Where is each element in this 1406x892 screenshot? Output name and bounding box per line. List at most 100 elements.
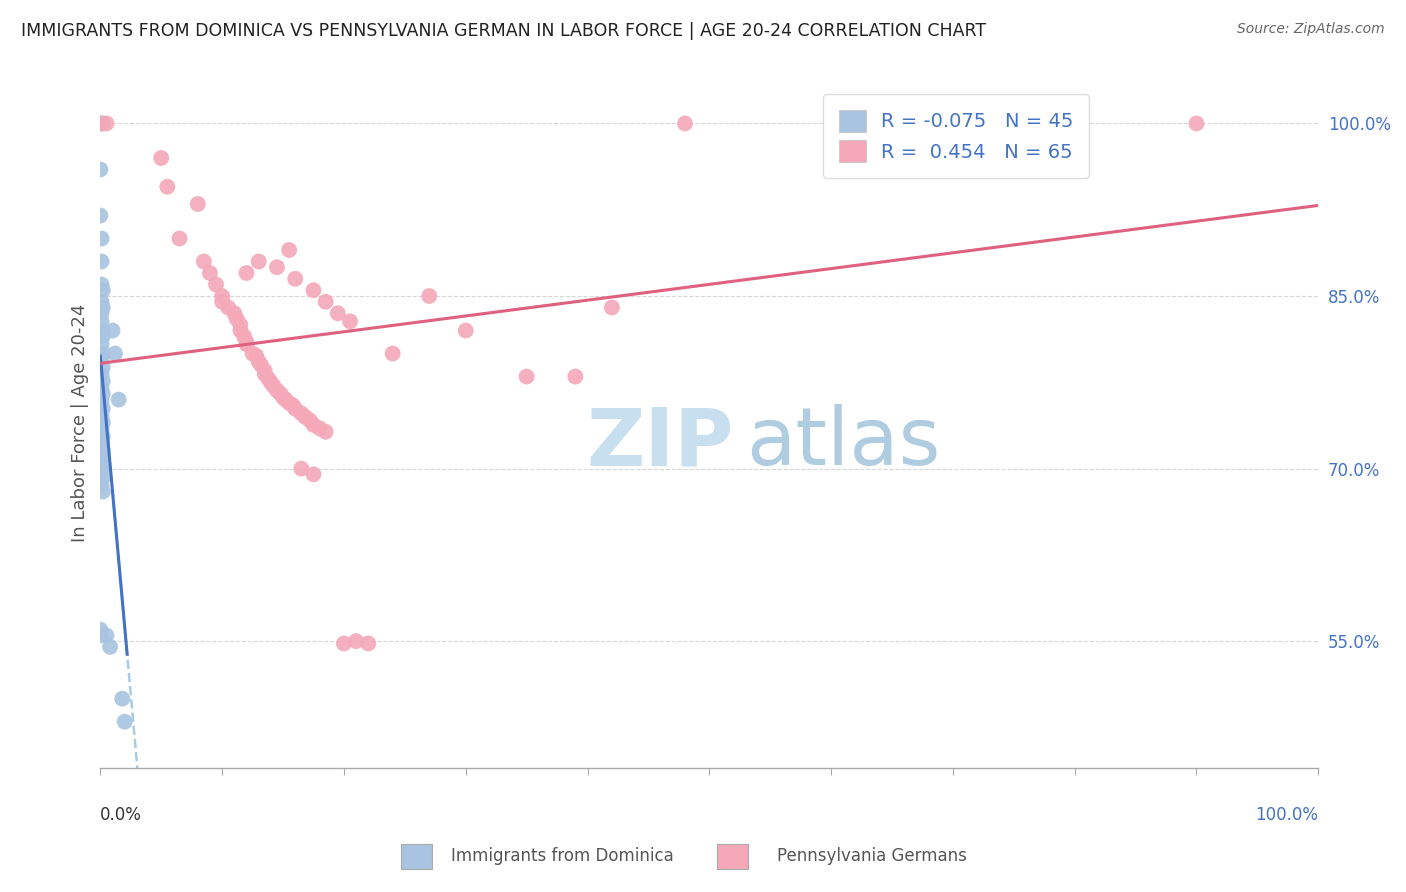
Point xyxy=(274,392,297,407)
Point xyxy=(96,116,118,130)
Point xyxy=(281,398,304,412)
Point xyxy=(90,277,112,292)
Point xyxy=(262,378,284,392)
Point xyxy=(290,461,312,475)
Point xyxy=(290,406,312,420)
Point xyxy=(270,386,292,401)
Point xyxy=(333,636,356,650)
Y-axis label: In Labor Force | Age 20-24: In Labor Force | Age 20-24 xyxy=(72,303,89,541)
Point xyxy=(266,260,288,275)
Point xyxy=(250,358,273,372)
Point xyxy=(193,254,215,268)
Point xyxy=(91,471,114,485)
Point xyxy=(326,306,349,320)
Point xyxy=(187,197,209,211)
Point xyxy=(91,457,114,471)
Point xyxy=(156,179,179,194)
Point xyxy=(217,301,239,315)
Point xyxy=(229,324,252,338)
Point xyxy=(89,162,111,177)
Point xyxy=(107,392,129,407)
Text: IMMIGRANTS FROM DOMINICA VS PENNSYLVANIA GERMAN IN LABOR FORCE | AGE 20-24 CORRE: IMMIGRANTS FROM DOMINICA VS PENNSYLVANIA… xyxy=(21,22,986,40)
Point xyxy=(516,369,538,384)
Point xyxy=(302,283,325,297)
Point xyxy=(114,714,136,729)
Point xyxy=(198,266,221,280)
Point xyxy=(229,318,252,332)
Point xyxy=(98,640,121,654)
Point xyxy=(418,289,440,303)
Point xyxy=(294,409,316,424)
Text: Pennsylvania Germans: Pennsylvania Germans xyxy=(776,847,967,865)
Point xyxy=(91,283,114,297)
Point xyxy=(89,116,111,130)
Point xyxy=(253,364,276,378)
Point xyxy=(104,346,127,360)
Point xyxy=(454,324,477,338)
Text: 0.0%: 0.0% xyxy=(100,805,142,823)
Point xyxy=(211,294,233,309)
Point xyxy=(302,417,325,432)
Point xyxy=(247,354,270,368)
Point xyxy=(90,450,112,464)
Point xyxy=(673,116,696,130)
Legend: R = -0.075   N = 45, R =  0.454   N = 65: R = -0.075 N = 45, R = 0.454 N = 65 xyxy=(823,94,1090,178)
Point xyxy=(91,329,114,343)
Point xyxy=(90,477,112,491)
Point xyxy=(257,372,280,386)
Point xyxy=(90,231,112,245)
Point xyxy=(278,396,301,410)
Point xyxy=(1185,116,1208,130)
Point xyxy=(235,266,257,280)
Point xyxy=(101,324,124,338)
Point xyxy=(91,416,114,430)
Point xyxy=(315,294,337,309)
Point xyxy=(89,628,111,642)
Point xyxy=(91,484,114,499)
Point xyxy=(91,374,114,388)
Point xyxy=(111,691,134,706)
Point xyxy=(564,369,586,384)
Text: ZIP: ZIP xyxy=(586,404,734,483)
Point xyxy=(91,301,114,315)
Point xyxy=(284,401,307,416)
Point xyxy=(302,467,325,482)
Point xyxy=(89,623,111,637)
Text: Source: ZipAtlas.com: Source: ZipAtlas.com xyxy=(1237,22,1385,37)
Point xyxy=(89,209,111,223)
Point xyxy=(235,337,257,351)
Point xyxy=(91,443,114,458)
Text: Immigrants from Dominica: Immigrants from Dominica xyxy=(451,847,673,865)
Point xyxy=(225,312,247,326)
Point xyxy=(245,349,267,363)
Point xyxy=(90,409,112,423)
Point xyxy=(90,368,112,382)
Point xyxy=(91,346,114,360)
Point xyxy=(260,376,283,390)
Point xyxy=(90,464,112,478)
Point xyxy=(90,422,112,436)
Point xyxy=(247,254,270,268)
Point xyxy=(357,636,380,650)
Point xyxy=(600,301,623,315)
Point xyxy=(211,289,233,303)
Point xyxy=(278,243,301,257)
Point xyxy=(90,436,112,450)
Point xyxy=(91,429,114,443)
Point xyxy=(235,334,257,349)
Point xyxy=(90,337,112,351)
Point xyxy=(91,360,114,375)
Point xyxy=(90,306,112,320)
Point xyxy=(284,272,307,286)
Point xyxy=(90,352,112,367)
Text: 100.0%: 100.0% xyxy=(1256,805,1319,823)
Point xyxy=(381,346,404,360)
Point xyxy=(820,116,842,130)
Point xyxy=(308,421,330,435)
Text: atlas: atlas xyxy=(745,404,941,483)
Point xyxy=(339,314,361,328)
Point xyxy=(96,628,118,642)
Point xyxy=(89,116,111,130)
Point xyxy=(90,395,112,409)
Point xyxy=(91,324,114,338)
